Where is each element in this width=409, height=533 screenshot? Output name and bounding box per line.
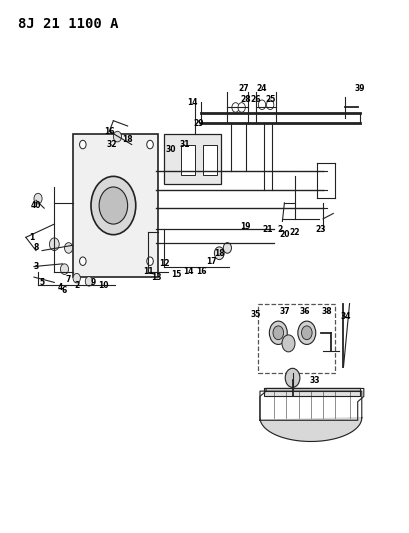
Text: 20: 20 <box>279 230 289 239</box>
Text: 14: 14 <box>187 98 198 107</box>
Text: 17: 17 <box>205 257 216 265</box>
Circle shape <box>91 176 135 235</box>
Text: 30: 30 <box>165 146 175 155</box>
Text: 15: 15 <box>171 270 181 279</box>
Text: 8: 8 <box>33 244 38 253</box>
Bar <box>164 134 221 184</box>
Circle shape <box>34 193 42 204</box>
Text: 22: 22 <box>289 228 299 237</box>
Text: 9: 9 <box>90 278 95 287</box>
Circle shape <box>146 257 153 265</box>
Text: 1: 1 <box>29 233 34 242</box>
Circle shape <box>64 243 72 253</box>
Text: 34: 34 <box>339 312 350 321</box>
Text: 23: 23 <box>315 225 326 234</box>
Text: 37: 37 <box>279 307 289 316</box>
Circle shape <box>73 273 80 283</box>
Text: 11: 11 <box>142 268 153 276</box>
Text: 19: 19 <box>240 222 250 231</box>
Circle shape <box>214 247 224 260</box>
Text: 5: 5 <box>39 278 45 287</box>
Circle shape <box>113 131 121 142</box>
Circle shape <box>146 140 153 149</box>
Circle shape <box>281 335 294 352</box>
Text: 26: 26 <box>250 95 261 104</box>
Text: 18: 18 <box>122 135 133 144</box>
Circle shape <box>266 100 273 110</box>
Circle shape <box>79 140 86 149</box>
Circle shape <box>272 326 283 340</box>
Text: 10: 10 <box>98 280 108 289</box>
Circle shape <box>258 100 265 110</box>
Polygon shape <box>259 418 361 441</box>
Text: 13: 13 <box>151 272 161 281</box>
Text: 8J 21 1100 A: 8J 21 1100 A <box>18 17 118 31</box>
Text: 16: 16 <box>104 127 114 136</box>
Circle shape <box>49 238 59 251</box>
Bar <box>263 389 359 397</box>
Circle shape <box>231 103 238 112</box>
Text: 18: 18 <box>213 249 224 258</box>
Text: 14: 14 <box>183 268 193 276</box>
Text: 24: 24 <box>256 84 267 93</box>
Text: 36: 36 <box>299 307 309 316</box>
Text: 16: 16 <box>195 268 206 276</box>
Circle shape <box>285 368 299 387</box>
Text: 6: 6 <box>62 286 67 295</box>
Circle shape <box>79 257 86 265</box>
Text: 28: 28 <box>240 95 250 104</box>
Circle shape <box>269 321 287 344</box>
Text: 2: 2 <box>277 225 282 234</box>
Text: 7: 7 <box>66 275 71 284</box>
Text: 27: 27 <box>238 84 248 93</box>
FancyBboxPatch shape <box>72 134 158 277</box>
Text: 40: 40 <box>31 201 41 210</box>
Text: 3: 3 <box>33 262 38 271</box>
Bar <box>257 304 335 373</box>
Text: 25: 25 <box>264 95 275 104</box>
Text: 2: 2 <box>74 280 79 289</box>
Text: 31: 31 <box>179 140 189 149</box>
Circle shape <box>223 243 231 253</box>
Text: 29: 29 <box>193 119 204 128</box>
Circle shape <box>85 277 92 286</box>
Text: 21: 21 <box>262 225 273 234</box>
Text: 38: 38 <box>321 307 332 316</box>
Text: 35: 35 <box>250 310 261 319</box>
Circle shape <box>60 264 68 274</box>
Text: 4: 4 <box>58 283 63 292</box>
Text: 12: 12 <box>159 260 169 268</box>
Text: 39: 39 <box>354 84 364 93</box>
Text: 32: 32 <box>106 140 116 149</box>
Circle shape <box>301 326 311 340</box>
Circle shape <box>99 187 127 224</box>
Text: 33: 33 <box>309 376 319 385</box>
Bar <box>180 144 194 175</box>
Circle shape <box>297 321 315 344</box>
Circle shape <box>237 103 245 112</box>
Bar <box>202 144 217 175</box>
